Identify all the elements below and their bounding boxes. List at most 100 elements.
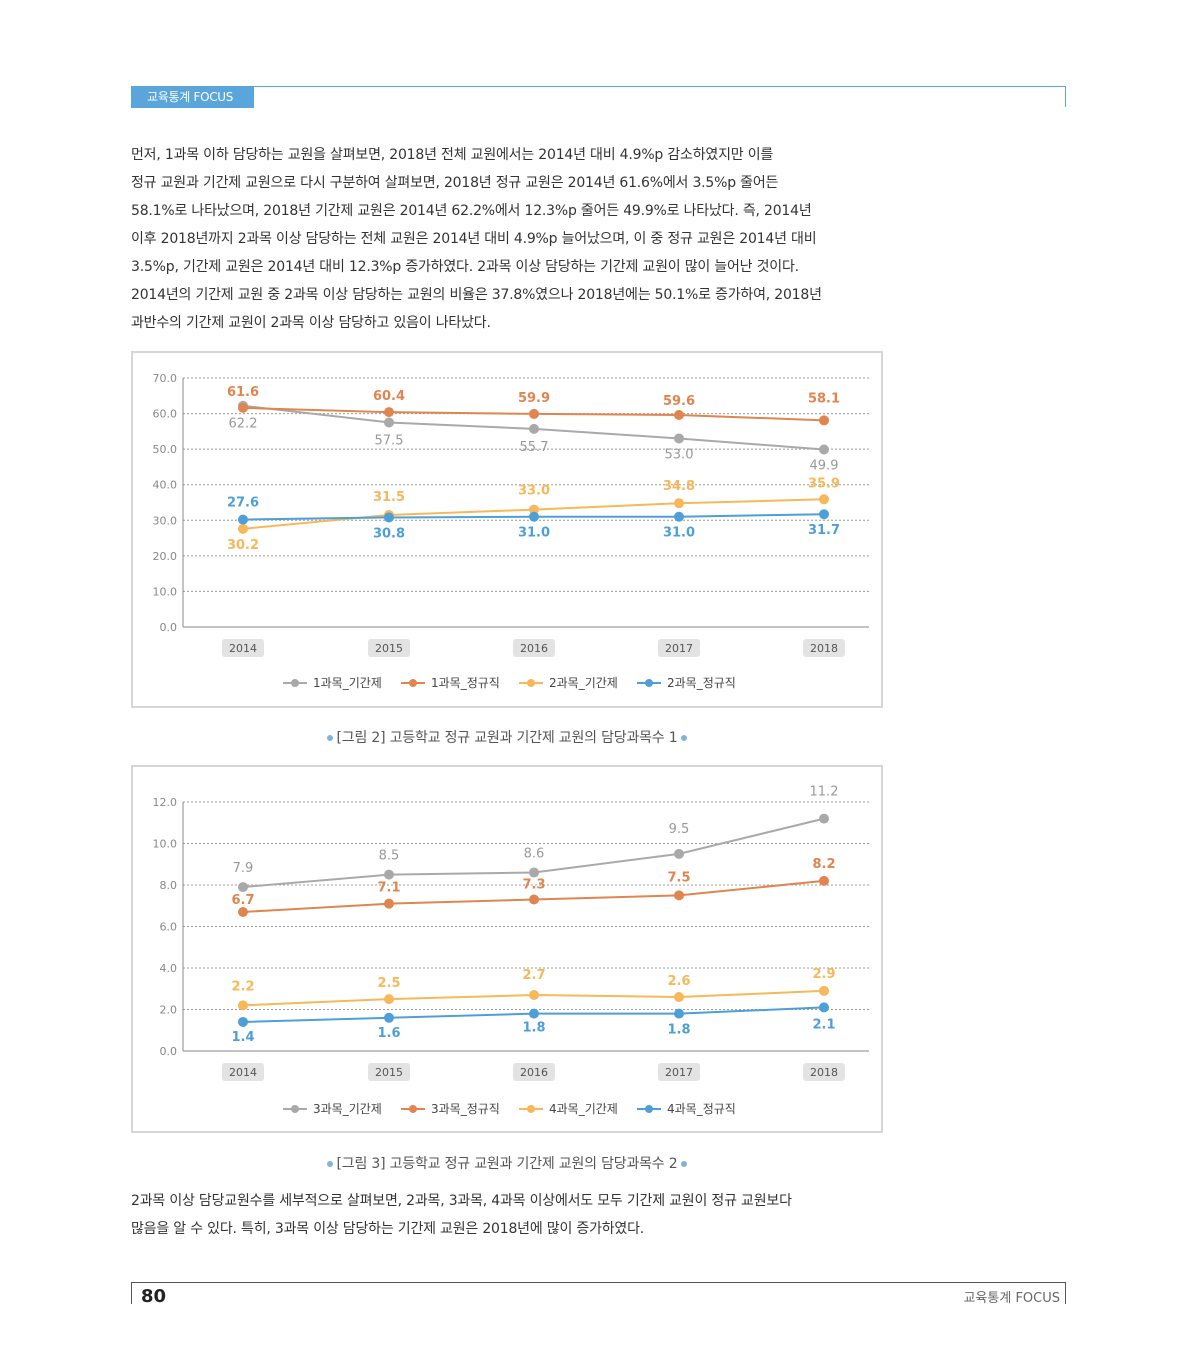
footer-rule [131,1282,1066,1283]
data-point [384,869,394,880]
y-tick-label: 2.0 [160,1004,178,1017]
data-label: 2.1 [812,1017,835,1032]
data-point [819,494,829,505]
x-tick-badge [658,639,700,657]
data-point [384,417,394,428]
x-tick-badge [368,639,410,657]
bullet-dot-icon [681,735,688,741]
legend-marker-icon [645,1105,653,1113]
data-label: 31.0 [518,526,550,541]
data-point [819,875,829,886]
footer-rule-tick [131,1282,132,1304]
data-label: 2.6 [667,974,690,989]
data-point [384,994,394,1005]
data-label: 53.0 [665,447,694,462]
data-point [384,898,394,909]
legend-label: 3과목_정규직 [431,1102,500,1116]
data-label: 7.5 [667,870,690,885]
legend-label: 4과목_정규직 [667,1102,736,1116]
data-label: 55.7 [520,440,549,455]
data-point [674,1008,684,1019]
data-label: 31.5 [373,490,405,505]
data-label: 30.2 [227,538,259,553]
x-tick-label: 2016 [520,642,548,655]
data-point [384,512,394,523]
data-point [238,906,248,917]
y-tick-label: 40.0 [153,479,178,492]
data-label: 49.9 [810,458,839,473]
data-label: 31.0 [663,526,695,541]
data-label: 1.8 [522,1021,545,1036]
paragraph-line: 3.5%p, 기간제 교원은 2014년 대비 12.3%p 증가하였다. 2과… [131,259,799,275]
figure-2-caption: [그림 2] 고등학교 정규 교원과 기간제 교원의 담당과목수 1 [131,727,883,747]
x-tick-badge [222,639,264,657]
legend-marker-icon [409,1105,417,1113]
data-label: 31.7 [808,523,840,538]
data-label: 35.9 [808,476,840,491]
paragraph-line: 먼저, 1과목 이하 담당하는 교원을 살펴보면, 2018년 전체 교원에서는… [131,147,774,163]
data-label: 58.1 [808,391,840,406]
y-tick-label: 20.0 [153,550,178,563]
x-tick-badge [513,639,555,657]
paragraph-line: 2과목 이상 담당교원수를 세부적으로 살펴보면, 2과목, 3과목, 4과목 … [131,1193,792,1209]
data-point [819,1002,829,1013]
y-tick-label: 10.0 [153,585,178,598]
legend-marker-icon [645,679,653,687]
footer-title: 교육통계 FOCUS [963,1291,1060,1306]
data-label: 8.2 [812,857,835,872]
y-tick-label: 10.0 [153,838,178,851]
y-tick-label: 0.0 [160,621,178,634]
y-tick-label: 60.0 [153,408,178,421]
footer-rule-tick [1065,1282,1066,1304]
legend-marker-icon [409,679,417,687]
data-label: 27.6 [227,496,259,511]
data-point [529,504,539,515]
legend-marker-icon [527,1105,535,1113]
legend-label: 2과목_정규직 [667,676,736,690]
paragraph-line: 정규 교원과 기간제 교원으로 다시 구분하여 살펴보면, 2018년 정규 교… [131,175,779,191]
legend-label: 3과목_기간제 [313,1102,382,1116]
y-tick-label: 12.0 [153,796,178,809]
x-tick-label: 2016 [520,1066,548,1079]
data-label: 60.4 [373,389,405,404]
x-tick-badge [803,639,845,657]
x-tick-badge [658,1063,700,1081]
x-tick-badge [222,1063,264,1081]
y-tick-label: 6.0 [160,921,178,934]
data-point [529,423,539,434]
data-point [238,514,248,525]
data-point [529,894,539,905]
data-point [529,989,539,1000]
data-label: 7.9 [233,861,254,876]
chart-svg-1: 0.0 10.0 20.0 30.0 40.0 50.0 60.0 70.0 2014 2015 2… [153,372,869,690]
figure-3-caption: [그림 3] 고등학교 정규 교원과 기간제 교원의 담당과목수 2 [131,1153,883,1173]
data-point [529,867,539,878]
data-point [529,408,539,419]
y-tick-label: 50.0 [153,443,178,456]
x-tick-badge [803,1063,845,1081]
data-point [674,992,684,1003]
data-label: 11.2 [810,785,839,800]
data-point [819,509,829,520]
legend-label: 4과목_기간제 [549,1102,618,1116]
page-number: 80 [141,1286,167,1307]
data-point [238,882,248,893]
legend-label: 1과목_정규직 [431,676,500,690]
data-label: 9.5 [669,822,690,837]
data-label: 2.7 [522,968,545,983]
chart-svg-2: 0.0 2.0 4.0 6.0 8.0 10.0 12.0 2014 2015 2016 2017 2… [153,785,869,1116]
legend-label: 1과목_기간제 [313,676,382,690]
data-point [384,407,394,418]
x-tick-label: 2014 [229,1066,257,1079]
data-point [674,433,684,444]
y-tick-label: 70.0 [153,372,178,385]
y-tick-label: 4.0 [160,962,178,975]
y-tick-label: 8.0 [160,879,178,892]
x-tick-label: 2017 [665,1066,693,1079]
data-label: 62.2 [229,417,258,432]
paragraph-line: 많음을 알 수 있다. 특히, 3과목 이상 담당하는 기간제 교원은 2018… [131,1221,645,1237]
data-point [819,415,829,426]
data-point [674,511,684,522]
figure-3-chart: 0.0 2.0 4.0 6.0 8.0 10.0 12.0 2014 2015 2016 2017 2… [131,765,883,1133]
paragraph-line: 과반수의 기간제 교원이 2과목 이상 담당하고 있음이 나타났다. [131,315,491,331]
